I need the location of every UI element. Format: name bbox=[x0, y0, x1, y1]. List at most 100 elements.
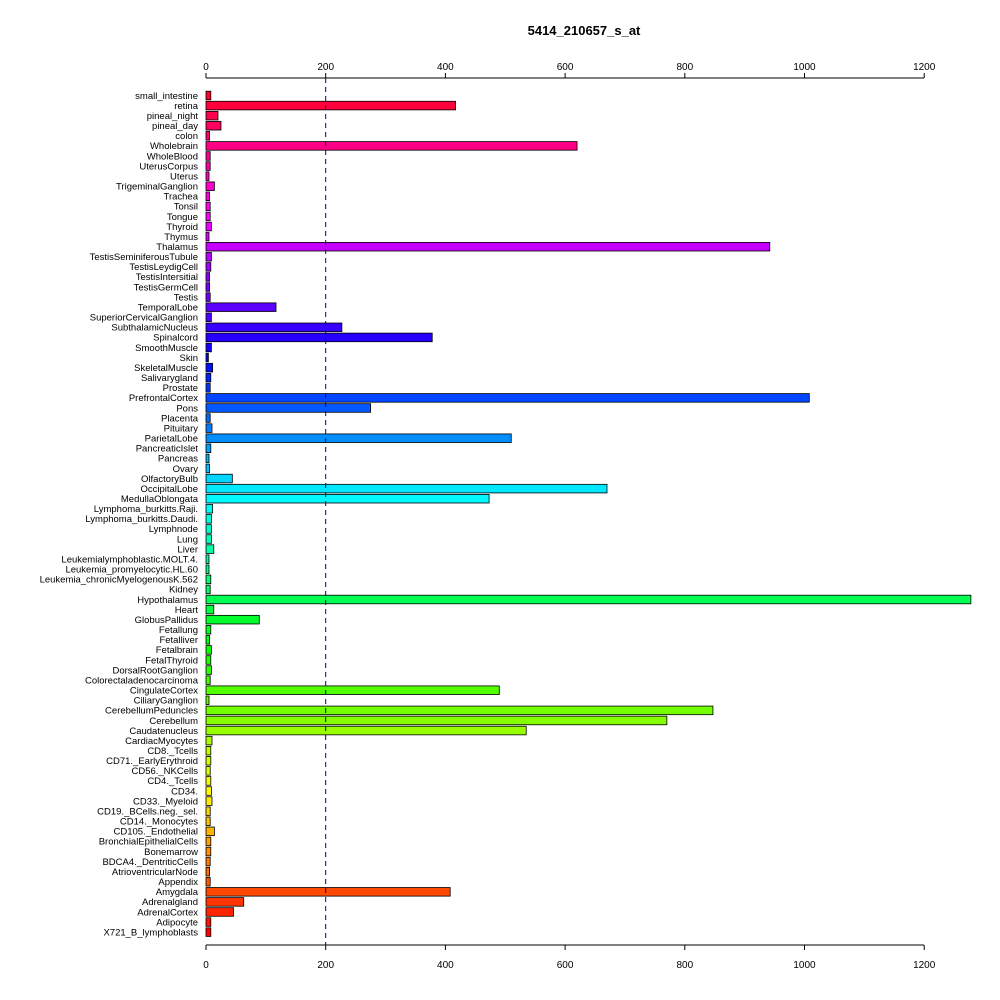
bar bbox=[205, 766, 211, 776]
category-label: Cerebellum bbox=[149, 716, 198, 727]
bar bbox=[205, 483, 608, 494]
category-label: TrigeminalGanglion bbox=[116, 182, 198, 193]
bar bbox=[205, 221, 212, 232]
category-label: Pituitary bbox=[164, 423, 199, 434]
bottom-tick-label: 0 bbox=[203, 960, 209, 971]
bar bbox=[205, 866, 210, 877]
bar bbox=[205, 90, 212, 101]
category-label: Salivarygland bbox=[141, 373, 198, 384]
bar bbox=[205, 131, 210, 141]
bar bbox=[205, 292, 211, 302]
bottom-tick-label: 600 bbox=[557, 960, 574, 971]
bar bbox=[205, 524, 212, 534]
category-label: TestisGermCell bbox=[134, 282, 198, 293]
bar bbox=[205, 614, 260, 625]
category-label: Fetallung bbox=[159, 625, 198, 636]
bar bbox=[205, 665, 212, 675]
bar bbox=[205, 715, 668, 726]
category-label: OlfactoryBulb bbox=[141, 474, 198, 485]
bar bbox=[205, 403, 371, 413]
bar bbox=[205, 564, 210, 574]
category-label: Amygdala bbox=[156, 887, 199, 898]
category-label: Leukemia_chronicMyelogenousK.562 bbox=[40, 575, 198, 586]
category-label: ParietalLobe bbox=[145, 434, 198, 445]
bar bbox=[205, 846, 212, 857]
bar bbox=[205, 322, 343, 333]
bar bbox=[205, 927, 212, 937]
bar bbox=[205, 695, 210, 706]
category-label: BronchialEpithelialCells bbox=[99, 837, 199, 848]
bar bbox=[205, 211, 211, 222]
category-label: Ovary bbox=[173, 464, 199, 475]
category-label: Prostate bbox=[163, 383, 198, 394]
category-label: Thymus bbox=[164, 232, 198, 243]
bar bbox=[205, 332, 433, 343]
top-tick-label: 1000 bbox=[793, 62, 816, 73]
bar bbox=[205, 897, 245, 907]
top-tick-label: 200 bbox=[317, 62, 334, 73]
category-label: CingulateCortex bbox=[130, 686, 198, 697]
category-label: small_intestine bbox=[135, 91, 198, 102]
bar bbox=[205, 100, 456, 111]
bar bbox=[205, 121, 222, 131]
category-label: SmoothMuscle bbox=[135, 343, 198, 354]
top-tick-label: 1200 bbox=[913, 62, 936, 73]
category-label: Uterus bbox=[170, 171, 198, 182]
category-label: CD105._Endothelial bbox=[113, 827, 198, 838]
category-label: Thalamus bbox=[156, 242, 198, 253]
category-label: Fetalbrain bbox=[156, 645, 198, 656]
bar bbox=[205, 383, 211, 393]
bar bbox=[205, 473, 233, 484]
bar bbox=[205, 393, 810, 403]
category-label: PancreaticIslet bbox=[136, 444, 199, 455]
category-label: TemporalLobe bbox=[138, 302, 198, 313]
category-label: Appendix bbox=[158, 877, 198, 888]
category-label: Testis bbox=[174, 292, 199, 303]
category-label: Leukemia_promyelocytic.HL.60 bbox=[65, 565, 198, 576]
category-label: Leukemialymphoblastic.MOLT.4. bbox=[61, 554, 198, 565]
category-label: retina bbox=[174, 101, 198, 112]
category-label: Fetalliver bbox=[159, 635, 198, 646]
category-label: Trachea bbox=[164, 192, 199, 203]
category-label: CardiacMyocytes bbox=[125, 736, 198, 747]
bar bbox=[205, 856, 211, 867]
bar bbox=[205, 877, 211, 887]
bar bbox=[205, 826, 215, 837]
chart-title: 5414_210657_s_at bbox=[528, 23, 641, 38]
bar bbox=[205, 544, 215, 554]
category-label: Tonsil bbox=[174, 202, 198, 213]
category-label: X721_B_lymphoblasts bbox=[103, 927, 198, 938]
bar bbox=[205, 917, 212, 927]
category-label: CD4._Tcells bbox=[147, 776, 198, 787]
bar bbox=[205, 282, 210, 292]
category-label: SkeletalMuscle bbox=[134, 363, 198, 374]
category-label: Pancreas bbox=[158, 454, 198, 465]
category-label: CD34. bbox=[171, 786, 198, 797]
category-label: Caudatenucleus bbox=[129, 726, 198, 737]
category-label: CD14._Monocytes bbox=[120, 817, 198, 828]
category-label: Heart bbox=[175, 605, 199, 616]
category-label: Wholebrain bbox=[150, 141, 198, 152]
top-tick-label: 600 bbox=[557, 62, 574, 73]
category-label: Thyroid bbox=[166, 222, 198, 233]
bar bbox=[205, 675, 211, 685]
bar bbox=[205, 110, 219, 121]
bar bbox=[205, 373, 212, 383]
bar bbox=[205, 756, 212, 766]
category-label: Lymphoma_burkitts.Raji. bbox=[94, 504, 198, 515]
bars-group bbox=[205, 90, 972, 937]
category-label: Liver bbox=[177, 544, 198, 555]
bar bbox=[205, 463, 210, 474]
bottom-tick-label: 1000 bbox=[793, 960, 816, 971]
category-label: pineal_day bbox=[152, 121, 198, 132]
bar bbox=[205, 786, 212, 796]
bar bbox=[205, 272, 210, 282]
top-tick-label: 0 bbox=[203, 62, 209, 73]
bar bbox=[205, 594, 972, 605]
bar bbox=[205, 302, 277, 312]
category-label: Tongue bbox=[167, 212, 198, 223]
category-label: Pons bbox=[176, 403, 198, 414]
bar bbox=[205, 161, 211, 171]
bar bbox=[205, 171, 210, 181]
bar bbox=[205, 342, 212, 353]
